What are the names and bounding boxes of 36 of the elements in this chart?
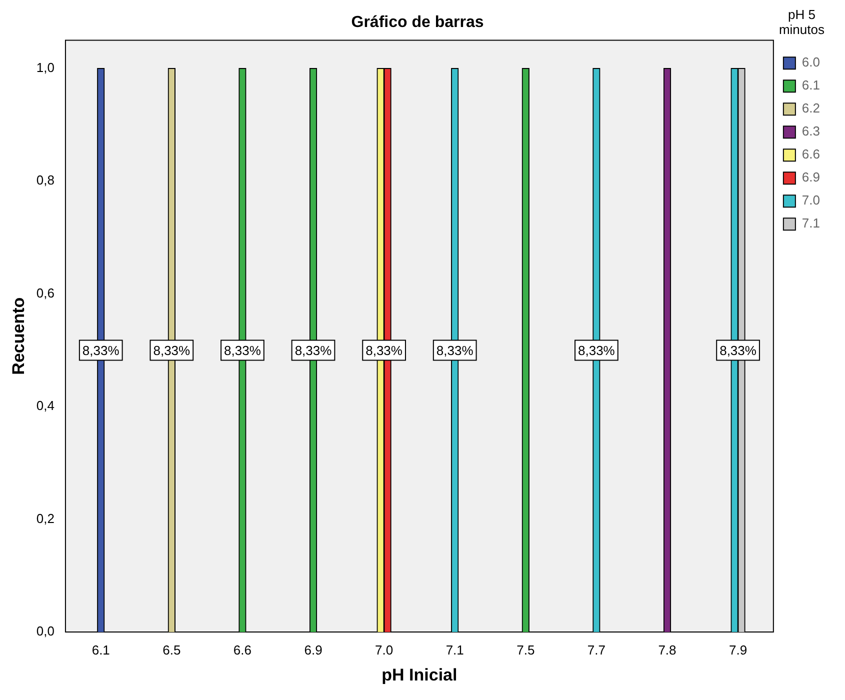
legend-label: 6.6	[802, 146, 820, 162]
annotation: 8,33%	[153, 342, 191, 358]
x-tick-label: 7.1	[446, 642, 464, 658]
legend-label: 6.1	[802, 78, 820, 93]
x-tick-label: 7.8	[658, 642, 676, 658]
x-tick-label: 6.5	[162, 642, 181, 658]
y-tick-label: 0,8	[36, 172, 54, 188]
x-tick-label: 6.6	[233, 642, 252, 658]
chart-title: Gráfico de barras	[351, 14, 484, 32]
x-tick-label: 6.1	[92, 642, 110, 658]
x-tick-label: 6.9	[304, 642, 322, 658]
annotation: 8,33%	[720, 342, 757, 358]
annotation: 8,33%	[366, 342, 403, 358]
legend-title: pH 5 minutos	[778, 7, 825, 38]
x-tick-label: 7.7	[587, 642, 606, 658]
y-tick-label: 0,2	[36, 510, 54, 526]
annotation: 8,33%	[224, 342, 262, 358]
annotation: 8,33%	[294, 342, 332, 358]
annotation: 8,33%	[82, 342, 120, 358]
legend-label: 6.3	[802, 124, 820, 139]
x-tick-label: 7.5	[516, 642, 535, 658]
y-axis-title: Recuento	[8, 297, 28, 375]
legend-label: 7.1	[802, 216, 820, 231]
y-tick-label: 0,0	[36, 624, 54, 639]
y-tick-label: 0,4	[36, 398, 54, 414]
legend-label: 6.2	[802, 100, 820, 116]
annotation: 8,33%	[578, 342, 616, 358]
x-tick-label: 7.9	[728, 642, 748, 658]
annotation: 8,33%	[436, 342, 474, 358]
legend-label: 7.0	[802, 192, 820, 208]
y-tick-label: 0,6	[36, 285, 54, 300]
x-tick-label: 7.0	[375, 642, 394, 658]
legend-label: 6.0	[802, 54, 820, 70]
x-axis-title: pH Inicial	[382, 665, 458, 684]
y-tick-label: 1,0	[36, 60, 54, 75]
legend-label: 6.9	[802, 170, 820, 185]
